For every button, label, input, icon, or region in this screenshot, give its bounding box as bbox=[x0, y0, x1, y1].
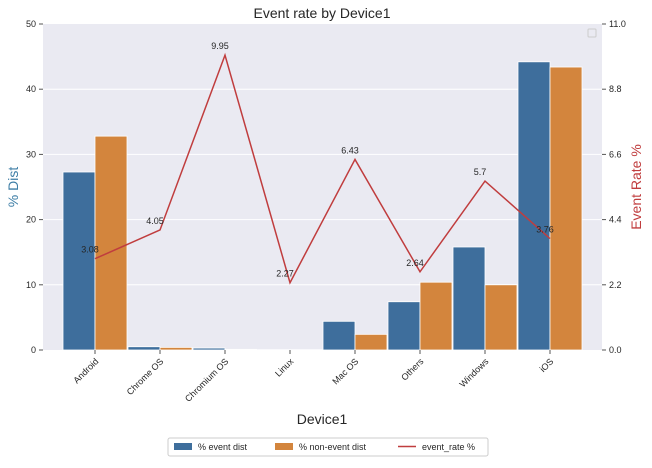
bar-nonevent bbox=[95, 136, 127, 350]
x-tick-label: Others bbox=[399, 356, 426, 383]
bar-event bbox=[518, 62, 550, 350]
bar-event bbox=[453, 247, 485, 350]
event-rate-label: 4.05 bbox=[146, 216, 164, 226]
bar-event bbox=[388, 302, 420, 350]
x-tick-label: iOS bbox=[538, 356, 556, 374]
bar-event bbox=[128, 347, 160, 350]
bar-nonevent bbox=[420, 282, 452, 350]
bar-nonevent bbox=[485, 285, 517, 350]
x-tick-label: Android bbox=[71, 356, 100, 385]
bar-nonevent bbox=[550, 67, 582, 350]
legend-label-nonevent: % non-event dist bbox=[299, 442, 367, 452]
event-rate-label: 9.95 bbox=[211, 41, 229, 51]
event-rate-label: 6.43 bbox=[341, 145, 359, 155]
y-tick-label: 50 bbox=[26, 19, 36, 29]
event-rate-label: 3.76 bbox=[536, 225, 554, 235]
y2-tick-label: 6.6 bbox=[609, 149, 622, 159]
y-axis-label: % Dist bbox=[5, 167, 21, 208]
chart-title: Event rate by Device1 bbox=[254, 5, 391, 21]
legend-swatch-nonevent bbox=[275, 443, 293, 450]
x-axis-label: Device1 bbox=[297, 411, 348, 427]
legend: % event dist % non-event dist event_rate… bbox=[168, 438, 488, 456]
event-rate-label: 2.64 bbox=[406, 258, 424, 268]
y-tick-label: 20 bbox=[26, 215, 36, 225]
bar-event bbox=[63, 172, 95, 350]
event-rate-label: 2.27 bbox=[276, 269, 294, 279]
bar-nonevent bbox=[355, 334, 387, 350]
y-tick-label: 0 bbox=[31, 345, 36, 355]
bar-nonevent bbox=[160, 347, 192, 350]
x-tick-label: Linux bbox=[273, 356, 296, 379]
bar-event bbox=[323, 321, 355, 350]
y2-tick-label: 4.4 bbox=[609, 215, 622, 225]
x-tick-label: Chromium OS bbox=[183, 356, 230, 403]
bar-event bbox=[193, 348, 225, 350]
event-rate-label: 3.08 bbox=[81, 245, 99, 255]
y-tick-label: 10 bbox=[26, 280, 36, 290]
x-tick-label: Windows bbox=[458, 356, 491, 389]
y-tick-label: 40 bbox=[26, 84, 36, 94]
y2-tick-label: 11.0 bbox=[609, 19, 626, 29]
y2-tick-label: 2.2 bbox=[609, 280, 622, 290]
legend-label-event: % event dist bbox=[198, 442, 248, 452]
y2-tick-label: 0.0 bbox=[609, 345, 622, 355]
bar-nonevent bbox=[225, 349, 257, 350]
y2-tick-label: 8.8 bbox=[609, 84, 622, 94]
x-tick-label: Mac OS bbox=[330, 356, 360, 386]
event-rate-label: 5.7 bbox=[474, 167, 487, 177]
y2-axis-label: Event Rate % bbox=[628, 144, 644, 230]
y-tick-label: 30 bbox=[26, 149, 36, 159]
legend-label-rate: event_rate % bbox=[422, 442, 475, 452]
legend-swatch-event bbox=[174, 443, 192, 450]
x-tick-label: Chrome OS bbox=[125, 356, 166, 397]
